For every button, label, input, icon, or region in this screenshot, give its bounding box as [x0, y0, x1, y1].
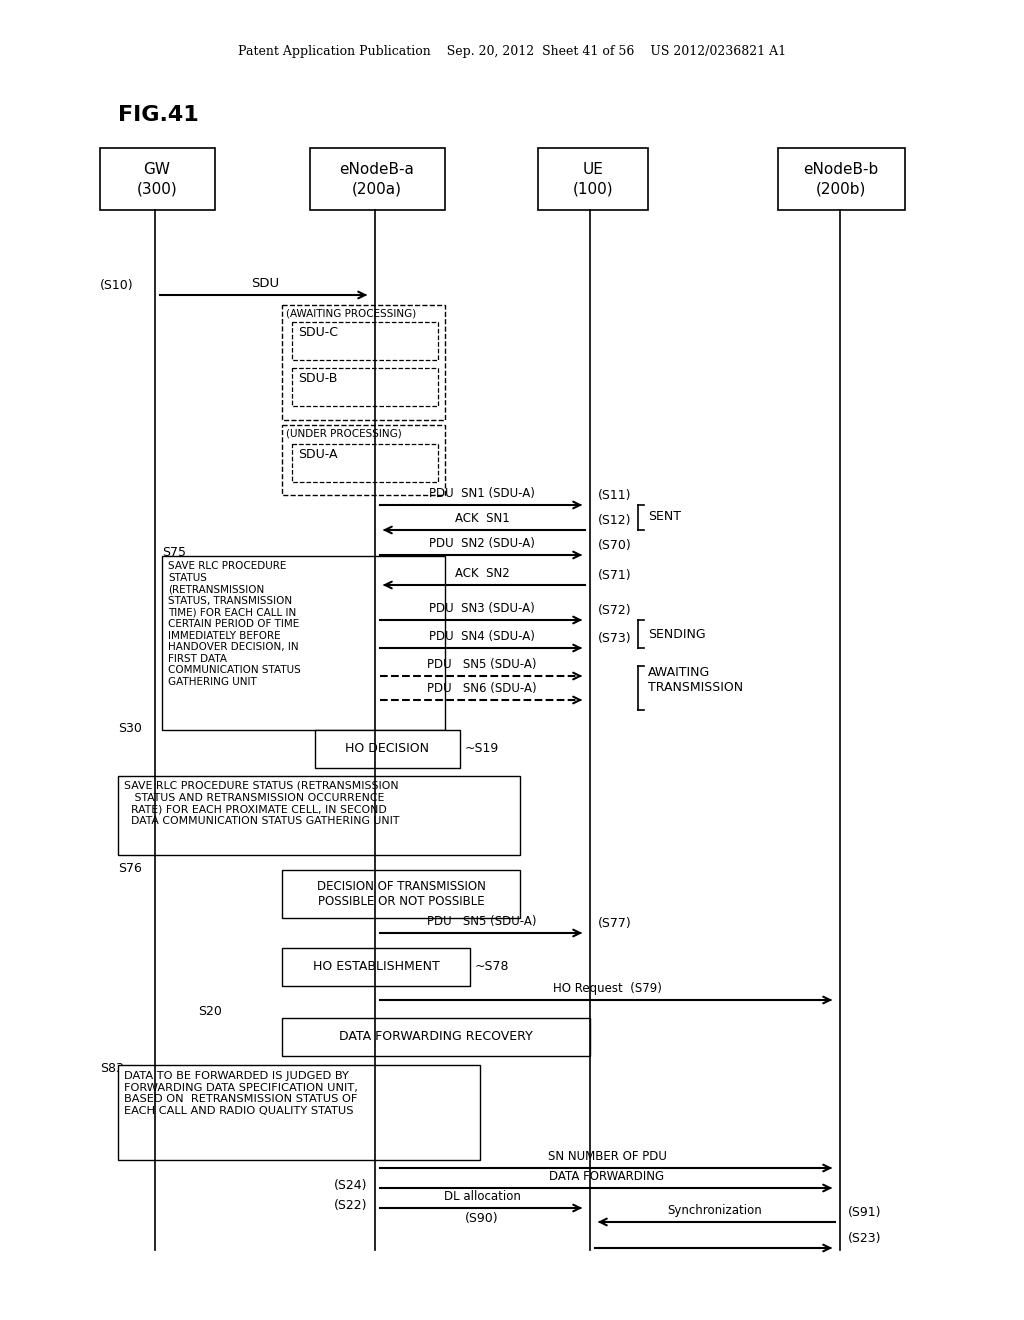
Text: (300): (300)	[136, 181, 177, 197]
Text: PDU   SN5 (SDU-A): PDU SN5 (SDU-A)	[427, 657, 537, 671]
Text: ACK  SN2: ACK SN2	[455, 568, 509, 579]
Text: DECISION OF TRANSMISSION
POSSIBLE OR NOT POSSIBLE: DECISION OF TRANSMISSION POSSIBLE OR NOT…	[316, 880, 485, 908]
Text: (S24): (S24)	[334, 1179, 367, 1192]
Text: HO Request  (S79): HO Request (S79)	[553, 982, 662, 995]
Bar	[315, 730, 460, 768]
Bar	[292, 444, 438, 482]
Text: SDU-B: SDU-B	[298, 372, 337, 385]
Text: (S72): (S72)	[598, 605, 632, 616]
Text: S20: S20	[198, 1005, 222, 1018]
Text: SAVE RLC PROCEDURE
STATUS
(RETRANSMISSION
STATUS, TRANSMISSION
TIME) FOR EACH CA: SAVE RLC PROCEDURE STATUS (RETRANSMISSIO…	[168, 561, 301, 686]
Bar	[778, 148, 905, 210]
Text: S75: S75	[162, 546, 186, 558]
Text: HO DECISION: HO DECISION	[345, 742, 429, 755]
Text: PDU  SN1 (SDU-A): PDU SN1 (SDU-A)	[429, 487, 535, 500]
Text: (S23): (S23)	[848, 1232, 882, 1245]
Text: eNodeB-b: eNodeB-b	[804, 162, 879, 177]
Text: (S12): (S12)	[598, 513, 632, 527]
Text: AWAITING
TRANSMISSION: AWAITING TRANSMISSION	[648, 667, 743, 694]
Bar	[118, 1065, 480, 1160]
Text: (S90): (S90)	[465, 1212, 499, 1225]
Text: FIG.41: FIG.41	[118, 106, 199, 125]
Text: (200b): (200b)	[816, 181, 866, 197]
Text: S30: S30	[118, 722, 142, 735]
Text: Synchronization: Synchronization	[668, 1204, 763, 1217]
Text: (S70): (S70)	[598, 539, 632, 552]
Text: ACK  SN1: ACK SN1	[455, 512, 509, 525]
Text: (S22): (S22)	[334, 1199, 367, 1212]
Text: DATA FORWARDING: DATA FORWARDING	[550, 1170, 665, 1183]
Bar	[282, 425, 445, 495]
Bar	[310, 148, 445, 210]
Text: SN NUMBER OF PDU: SN NUMBER OF PDU	[548, 1150, 667, 1163]
Text: SDU: SDU	[251, 277, 280, 290]
Text: (S11): (S11)	[598, 488, 632, 502]
Text: (S10): (S10)	[100, 279, 133, 292]
Text: PDU   SN6 (SDU-A): PDU SN6 (SDU-A)	[427, 682, 537, 696]
Text: GW: GW	[143, 162, 171, 177]
Text: eNodeB-a: eNodeB-a	[340, 162, 415, 177]
Text: DATA TO BE FORWARDED IS JUDGED BY
FORWARDING DATA SPECIFICATION UNIT,
BASED ON  : DATA TO BE FORWARDED IS JUDGED BY FORWAR…	[124, 1071, 357, 1115]
Text: PDU  SN2 (SDU-A): PDU SN2 (SDU-A)	[429, 537, 535, 550]
Bar	[282, 948, 470, 986]
Text: (UNDER PROCESSING): (UNDER PROCESSING)	[286, 429, 401, 440]
Text: SENT: SENT	[648, 511, 681, 524]
Bar	[282, 870, 520, 917]
Text: ~S78: ~S78	[475, 961, 510, 974]
Text: (S91): (S91)	[848, 1206, 882, 1218]
Text: PDU   SN5 (SDU-A): PDU SN5 (SDU-A)	[427, 915, 537, 928]
Text: (S77): (S77)	[598, 917, 632, 931]
Bar	[100, 148, 215, 210]
Bar	[282, 305, 445, 420]
Text: SDU-C: SDU-C	[298, 326, 338, 339]
Text: (S73): (S73)	[598, 632, 632, 645]
Bar	[162, 556, 445, 730]
Text: UE: UE	[583, 162, 603, 177]
Text: (100): (100)	[572, 181, 613, 197]
Text: (S71): (S71)	[598, 569, 632, 582]
Text: (AWAITING PROCESSING): (AWAITING PROCESSING)	[286, 309, 416, 319]
Text: DL allocation: DL allocation	[443, 1191, 520, 1203]
Text: S83: S83	[100, 1063, 124, 1074]
Text: Patent Application Publication    Sep. 20, 2012  Sheet 41 of 56    US 2012/02368: Patent Application Publication Sep. 20, …	[238, 45, 786, 58]
Bar	[292, 368, 438, 407]
Bar	[292, 322, 438, 360]
Bar	[282, 1018, 590, 1056]
Text: SDU-A: SDU-A	[298, 449, 338, 462]
Text: HO ESTABLISHMENT: HO ESTABLISHMENT	[312, 961, 439, 974]
Text: PDU  SN3 (SDU-A): PDU SN3 (SDU-A)	[429, 602, 535, 615]
Text: SENDING: SENDING	[648, 627, 706, 640]
Text: DATA FORWARDING RECOVERY: DATA FORWARDING RECOVERY	[339, 1031, 532, 1044]
Bar	[118, 776, 520, 855]
Bar	[538, 148, 648, 210]
Text: S76: S76	[118, 862, 142, 875]
Text: PDU  SN4 (SDU-A): PDU SN4 (SDU-A)	[429, 630, 535, 643]
Text: (200a): (200a)	[352, 181, 402, 197]
Text: SAVE RLC PROCEDURE STATUS (RETRANSMISSION
   STATUS AND RETRANSMISSION OCCURRENC: SAVE RLC PROCEDURE STATUS (RETRANSMISSIO…	[124, 781, 399, 826]
Text: ~S19: ~S19	[465, 742, 500, 755]
